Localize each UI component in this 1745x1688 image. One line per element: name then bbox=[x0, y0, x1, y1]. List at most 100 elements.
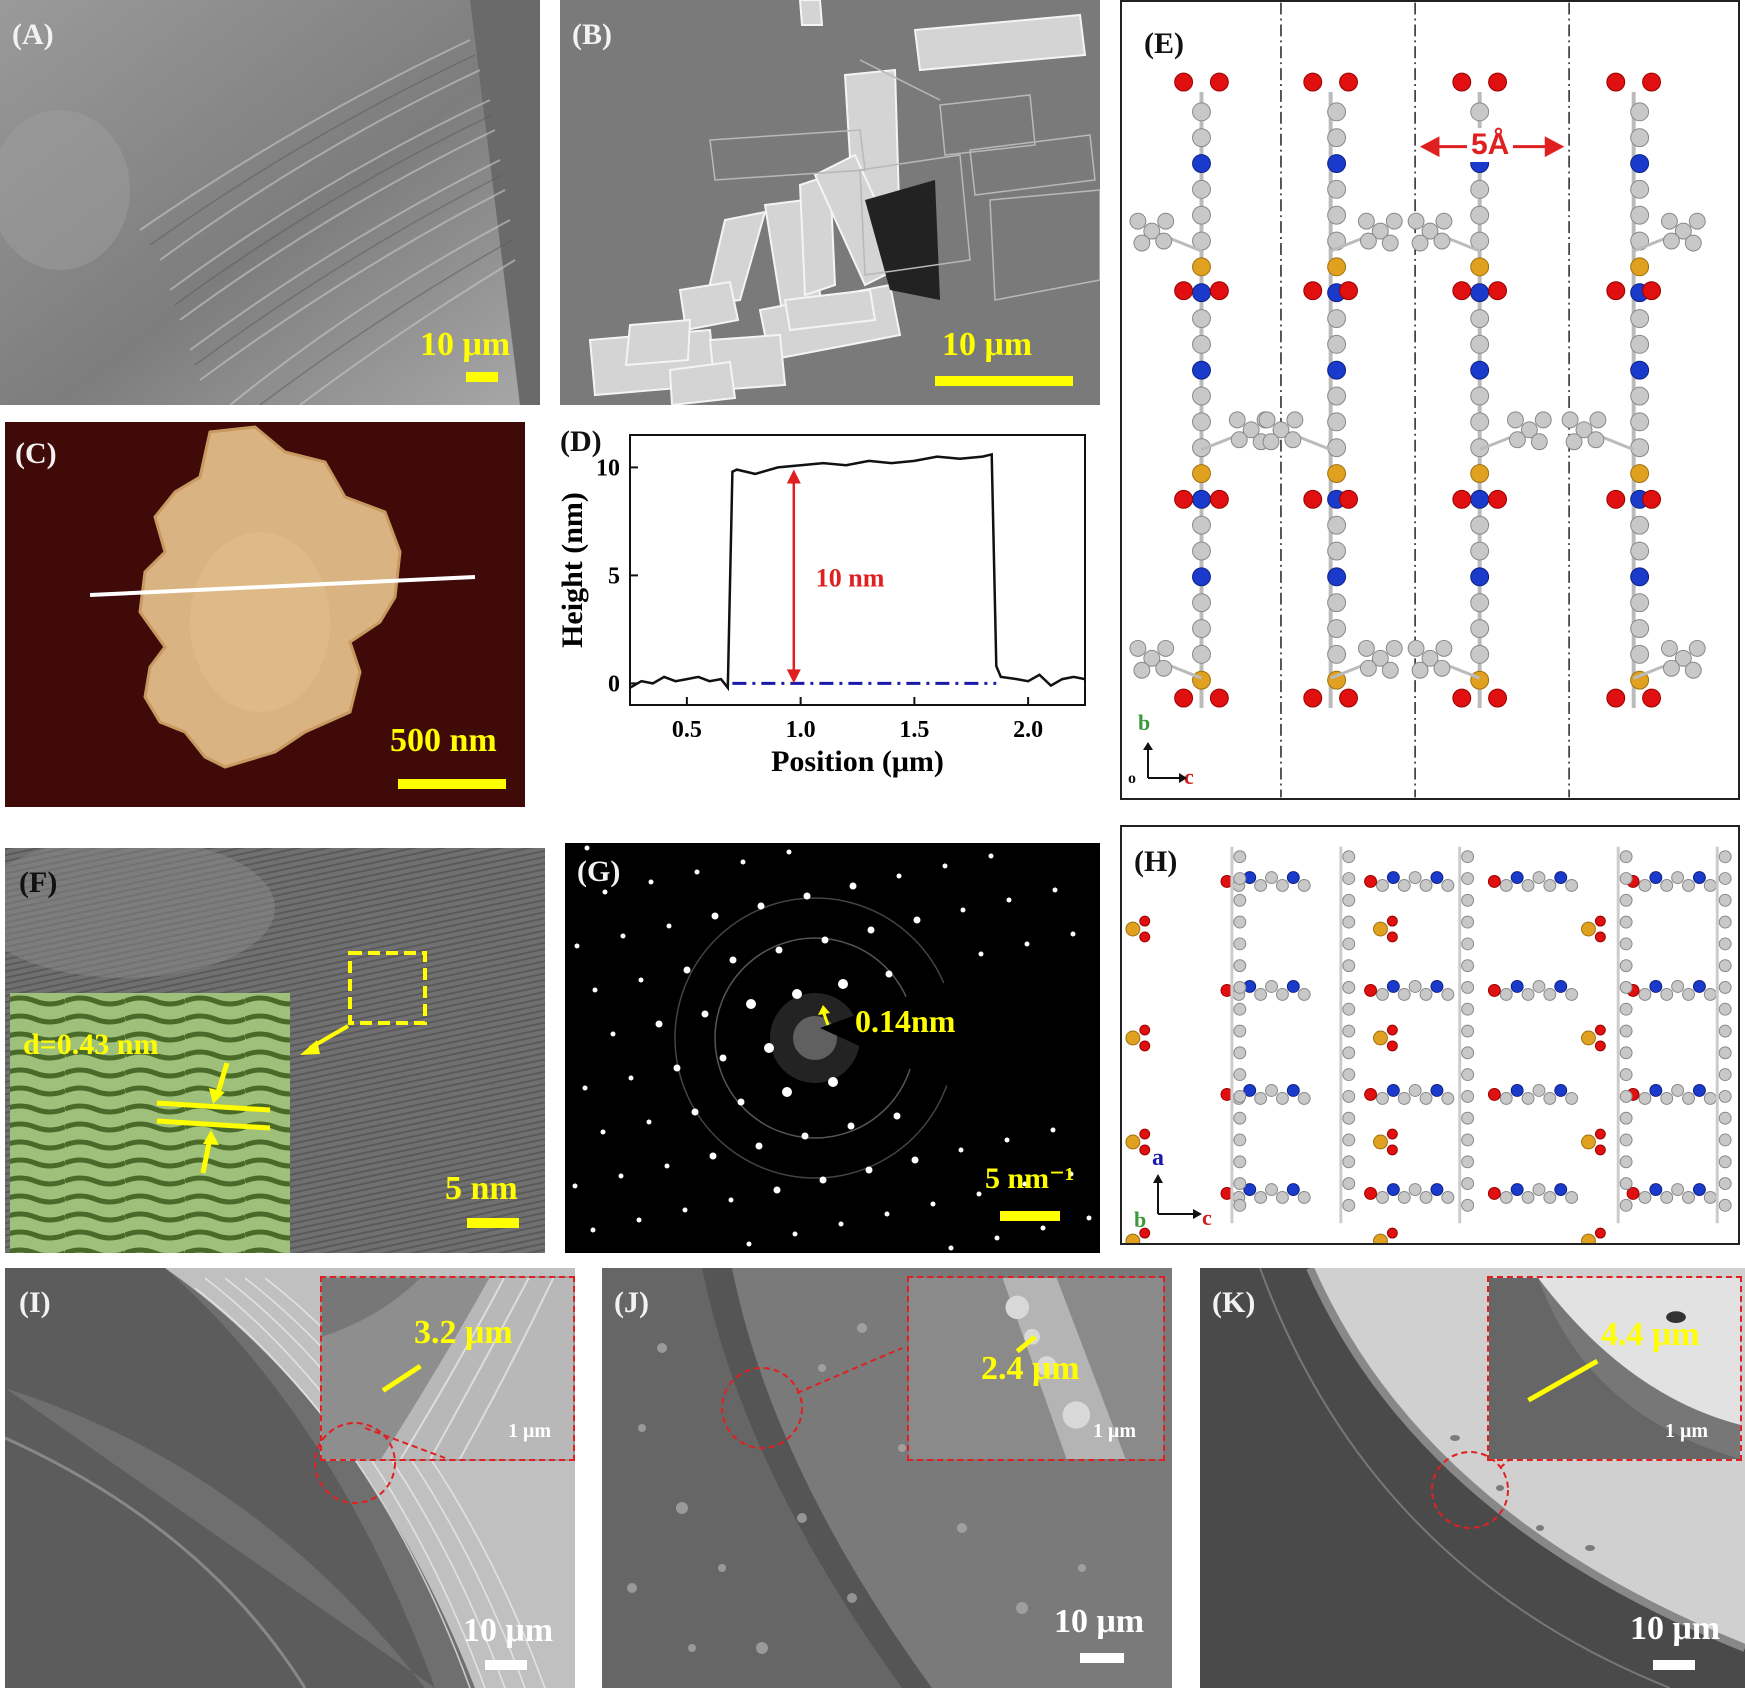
panel-g-diffraction-spots bbox=[565, 843, 1100, 1253]
side-group-atom bbox=[1674, 222, 1692, 240]
atom bbox=[1342, 1089, 1356, 1103]
oxygen-atom bbox=[1139, 1144, 1151, 1156]
diffraction-spot bbox=[711, 912, 719, 920]
atom bbox=[1521, 879, 1535, 892]
panel-j-inset-image bbox=[909, 1278, 1163, 1459]
atom bbox=[1408, 980, 1422, 993]
side-group-atom bbox=[1661, 212, 1678, 230]
panel-i-inset-scale-label: 1 μm bbox=[508, 1420, 551, 1442]
atom bbox=[1342, 1133, 1356, 1147]
side-group-atom bbox=[1359, 659, 1377, 677]
atom bbox=[1441, 987, 1455, 1001]
oxygen-atom bbox=[1642, 72, 1661, 92]
panel-i-inset: 3.2 μm 1 μm bbox=[320, 1276, 575, 1461]
panel-b-scale-label: 10 μm bbox=[942, 326, 1033, 363]
diffraction-spot bbox=[638, 977, 644, 983]
diffraction-spot bbox=[1070, 931, 1076, 937]
oxygen-atom bbox=[1174, 72, 1194, 92]
atom bbox=[1254, 1091, 1268, 1105]
diffraction-spot bbox=[584, 845, 590, 851]
atom bbox=[1233, 959, 1247, 973]
oxygen-atom bbox=[1642, 281, 1661, 301]
atom bbox=[1327, 386, 1347, 406]
atom bbox=[1682, 1191, 1695, 1204]
atom bbox=[1470, 670, 1490, 690]
atom bbox=[1419, 879, 1433, 892]
side-group-atom bbox=[1684, 234, 1702, 252]
atom bbox=[1554, 871, 1568, 884]
side-group-atom bbox=[1561, 411, 1579, 429]
oxygen-atom bbox=[1209, 281, 1229, 301]
diffraction-spot bbox=[838, 979, 848, 989]
atom bbox=[1192, 205, 1211, 225]
oxygen-atom bbox=[1642, 688, 1661, 708]
oxygen-atom bbox=[1209, 72, 1229, 92]
side-group-atom bbox=[1435, 639, 1453, 657]
height-annotation-label: 10 nm bbox=[816, 563, 885, 592]
height-arrowhead-bottom bbox=[786, 669, 801, 684]
y-tick-label: 5 bbox=[608, 563, 620, 589]
panel-j-inset: 2.4 μm 1 μm bbox=[907, 1276, 1165, 1461]
diffraction-spot bbox=[655, 1020, 663, 1028]
atom bbox=[1342, 915, 1356, 929]
sulfur-atom bbox=[1581, 1134, 1596, 1150]
oxygen-atom bbox=[1452, 72, 1472, 92]
atom bbox=[1470, 567, 1490, 587]
atom bbox=[1543, 1091, 1557, 1105]
atom bbox=[1419, 1191, 1433, 1204]
atom bbox=[1532, 871, 1546, 884]
diffraction-spot bbox=[801, 1132, 809, 1140]
side-group-atom bbox=[1662, 232, 1680, 250]
diffraction-spot bbox=[602, 889, 608, 895]
atom bbox=[1461, 850, 1475, 864]
atom bbox=[1461, 937, 1475, 951]
atom bbox=[1275, 879, 1289, 892]
sulfur-atom bbox=[1581, 1233, 1596, 1243]
diffraction-spot bbox=[838, 1221, 844, 1227]
atom bbox=[1554, 980, 1568, 993]
oxygen-atom bbox=[1386, 1227, 1398, 1239]
diffraction-spot bbox=[1040, 1225, 1046, 1231]
atom bbox=[1327, 309, 1347, 328]
side-group-atom bbox=[1357, 639, 1375, 657]
oxygen-atom bbox=[1606, 281, 1626, 301]
diffraction-spot bbox=[740, 859, 746, 865]
atom bbox=[1342, 1177, 1356, 1191]
atom bbox=[1619, 915, 1633, 929]
panel-i-thickness-label: 3.2 μm bbox=[414, 1314, 513, 1351]
diffraction-spot bbox=[746, 999, 756, 1009]
atom bbox=[1630, 567, 1650, 587]
atom bbox=[1461, 915, 1475, 929]
panel-f-hrtem-image: (F) d=0.43 nm 5 nm bbox=[5, 848, 545, 1253]
oxygen-atom bbox=[1488, 688, 1507, 708]
atom bbox=[1233, 893, 1247, 907]
atom bbox=[1630, 670, 1650, 690]
panel-e-axis-b: b bbox=[1138, 710, 1151, 735]
atom bbox=[1254, 879, 1268, 892]
side-group-atom bbox=[1258, 411, 1276, 429]
atom bbox=[1342, 937, 1356, 951]
atom bbox=[1441, 1091, 1455, 1105]
side-group-atom bbox=[1684, 661, 1702, 679]
side-group-atom bbox=[1662, 659, 1680, 677]
diffraction-spot bbox=[994, 1235, 1000, 1241]
side-group-atom bbox=[1262, 433, 1280, 451]
side-group-atom bbox=[1688, 639, 1706, 657]
oxygen-atom bbox=[1174, 688, 1194, 708]
x-axis-label: Position (μm) bbox=[771, 745, 944, 778]
atom bbox=[1265, 1183, 1278, 1196]
atom bbox=[1297, 1191, 1311, 1204]
side-group-atom bbox=[1565, 433, 1583, 451]
atom bbox=[1192, 644, 1211, 664]
diffraction-spot bbox=[709, 1152, 717, 1160]
panel-d-label: (D) bbox=[560, 425, 602, 458]
atom bbox=[1619, 959, 1633, 973]
atom bbox=[1233, 1002, 1247, 1016]
atom bbox=[1510, 1183, 1524, 1196]
side-group-atom bbox=[1143, 222, 1161, 240]
atom bbox=[1327, 619, 1347, 638]
atom bbox=[1233, 1133, 1247, 1147]
atom bbox=[1233, 1024, 1247, 1038]
atom bbox=[1233, 1155, 1247, 1169]
side-group-atom bbox=[1155, 659, 1173, 677]
